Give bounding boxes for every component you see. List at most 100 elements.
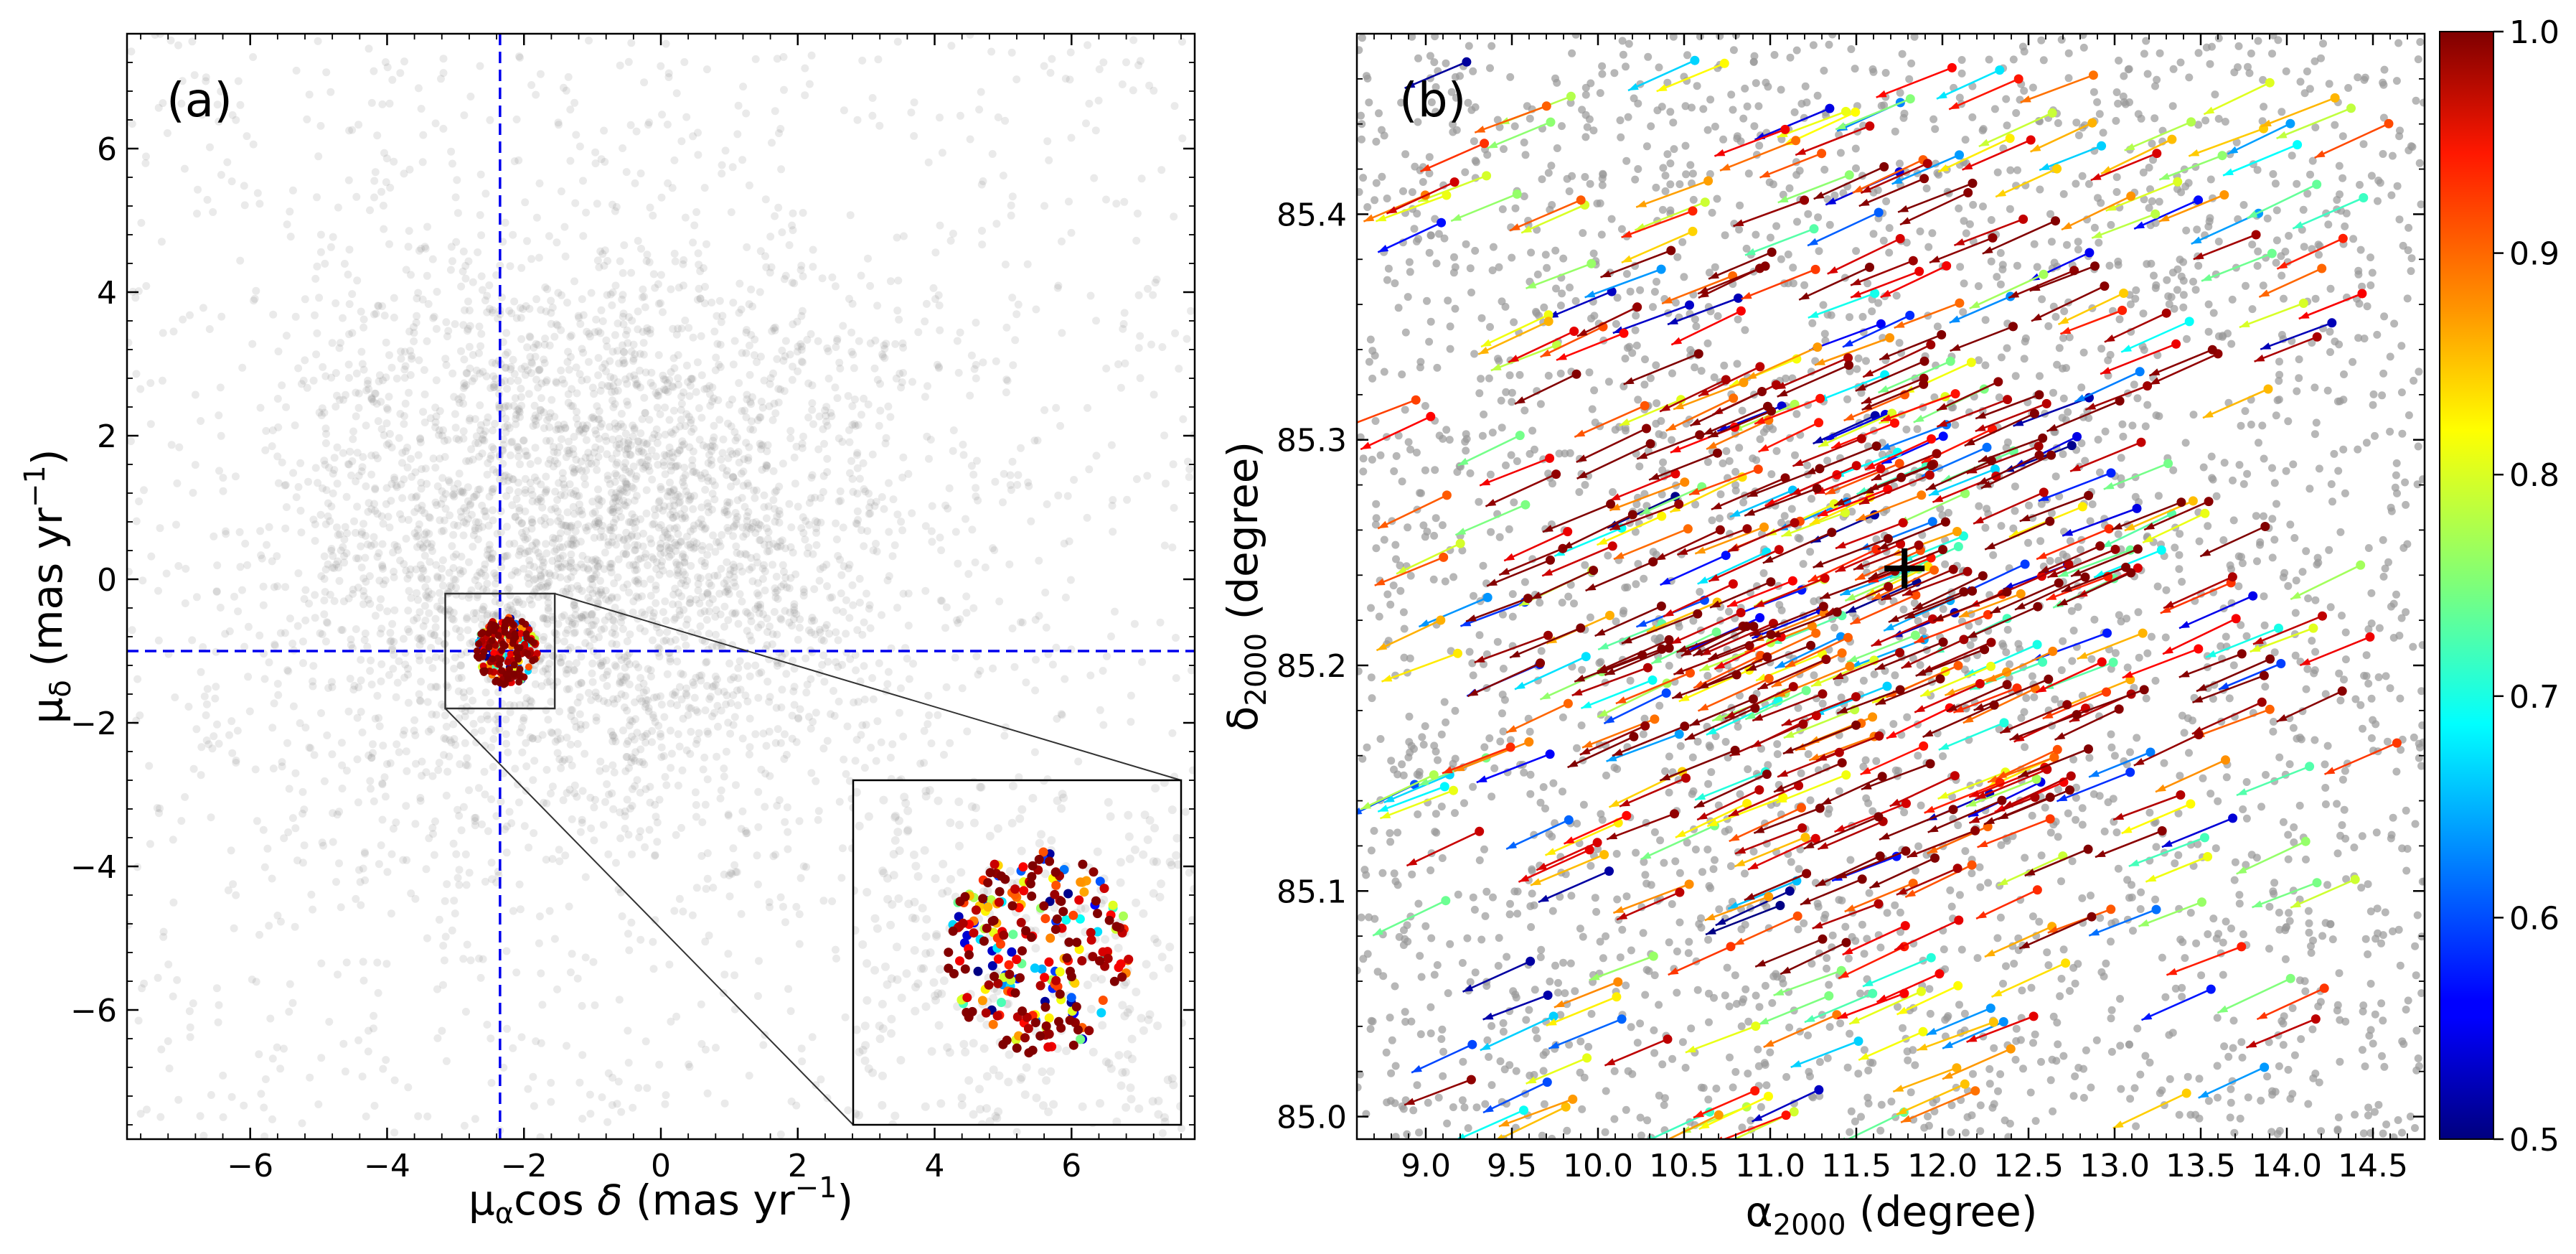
field-star-point bbox=[507, 309, 516, 317]
field-star-point bbox=[651, 718, 659, 726]
field-star-point bbox=[508, 501, 517, 510]
field-star-point bbox=[680, 256, 688, 264]
field-star-point bbox=[733, 434, 741, 442]
field-star-point bbox=[721, 146, 730, 155]
field-star-point bbox=[610, 374, 618, 383]
field-star-point bbox=[837, 571, 846, 579]
field-star-point bbox=[276, 917, 285, 926]
field-star-point bbox=[594, 519, 603, 528]
field-star-point bbox=[670, 691, 679, 700]
field-star-point bbox=[513, 595, 522, 604]
field-star-point bbox=[654, 523, 663, 532]
field-star-point bbox=[556, 529, 565, 538]
field-star-point bbox=[741, 827, 750, 836]
field-star-point bbox=[786, 350, 794, 359]
field-star-point bbox=[484, 827, 492, 836]
field-star-point bbox=[359, 864, 367, 873]
field-star-point bbox=[656, 543, 664, 552]
field-star-point bbox=[730, 428, 739, 436]
field-star-point bbox=[647, 539, 656, 548]
field-star-point bbox=[497, 528, 505, 536]
field-star-point bbox=[560, 559, 569, 568]
field-star-point bbox=[457, 282, 466, 291]
field-star-point bbox=[799, 209, 807, 217]
field-star-point bbox=[189, 999, 197, 1008]
field-star-point bbox=[780, 568, 788, 576]
field-star-point bbox=[440, 516, 448, 525]
field-star-point bbox=[1122, 58, 1130, 67]
field-star-point bbox=[359, 958, 367, 966]
field-star-point bbox=[697, 1000, 705, 1009]
field-star-point bbox=[207, 813, 215, 822]
field-star-point bbox=[956, 111, 964, 120]
inset-field-star-point bbox=[1049, 1100, 1058, 1109]
field-star-point bbox=[647, 368, 656, 377]
field-star-point bbox=[789, 209, 797, 217]
field-star-point bbox=[367, 98, 376, 107]
field-star-point bbox=[501, 423, 509, 431]
field-star-point bbox=[301, 295, 309, 304]
field-star-point bbox=[345, 330, 353, 339]
field-star-point bbox=[301, 356, 309, 365]
field-star-point bbox=[322, 430, 330, 438]
field-star-point bbox=[855, 337, 863, 345]
field-star-point bbox=[442, 1057, 451, 1065]
field-star-point bbox=[585, 459, 593, 468]
field-star-point bbox=[321, 637, 330, 646]
field-star-point bbox=[966, 34, 974, 39]
field-star-point bbox=[962, 609, 971, 617]
field-star-point bbox=[777, 582, 786, 591]
inset-field-star-point bbox=[1035, 838, 1044, 848]
field-star-point bbox=[429, 454, 438, 463]
field-star-point bbox=[446, 266, 455, 274]
field-star-point bbox=[475, 322, 484, 331]
field-star-point bbox=[690, 521, 698, 530]
field-star-point bbox=[387, 637, 395, 645]
field-star-point bbox=[436, 589, 444, 597]
field-star-point bbox=[359, 365, 368, 374]
field-star-point bbox=[460, 111, 469, 120]
field-star-point bbox=[626, 518, 635, 526]
field-star-point bbox=[505, 486, 514, 495]
field-star-point bbox=[268, 874, 276, 883]
field-star-point bbox=[629, 357, 637, 365]
field-star-point bbox=[701, 283, 709, 291]
field-star-point bbox=[417, 573, 426, 581]
field-star-point bbox=[240, 1101, 248, 1110]
field-star-point bbox=[1086, 291, 1095, 300]
field-star-point bbox=[216, 604, 225, 612]
field-star-point bbox=[428, 255, 437, 263]
field-star-point bbox=[565, 446, 573, 454]
field-star-point bbox=[736, 550, 745, 558]
field-star-point bbox=[1095, 65, 1104, 73]
field-star-point bbox=[496, 475, 504, 484]
field-star-point bbox=[453, 176, 461, 184]
field-star-point bbox=[432, 376, 441, 385]
field-star-point bbox=[738, 567, 746, 576]
field-star-point bbox=[840, 755, 848, 764]
field-star-point bbox=[568, 402, 577, 411]
field-star-point bbox=[639, 327, 647, 336]
field-star-point bbox=[382, 338, 390, 347]
field-star-point bbox=[260, 1103, 268, 1112]
field-star-point bbox=[521, 362, 529, 371]
field-star-point bbox=[578, 815, 586, 824]
field-star-point bbox=[677, 399, 686, 408]
field-star-point bbox=[636, 366, 644, 375]
field-star-point bbox=[872, 540, 880, 548]
field-star-point bbox=[621, 807, 629, 815]
field-star-point bbox=[830, 711, 839, 720]
field-star-point bbox=[748, 302, 757, 311]
field-star-point bbox=[476, 485, 484, 494]
field-star-point bbox=[826, 594, 835, 602]
field-star-point bbox=[583, 627, 592, 636]
field-star-point bbox=[685, 599, 694, 607]
field-star-point bbox=[633, 776, 641, 785]
field-star-point bbox=[729, 844, 738, 853]
inset-field-star-point bbox=[1004, 1077, 1013, 1087]
field-star-point bbox=[478, 605, 486, 614]
field-star-point bbox=[413, 312, 421, 320]
field-star-point bbox=[423, 337, 431, 345]
field-star-point bbox=[370, 1024, 377, 1033]
field-star-point bbox=[974, 670, 982, 679]
